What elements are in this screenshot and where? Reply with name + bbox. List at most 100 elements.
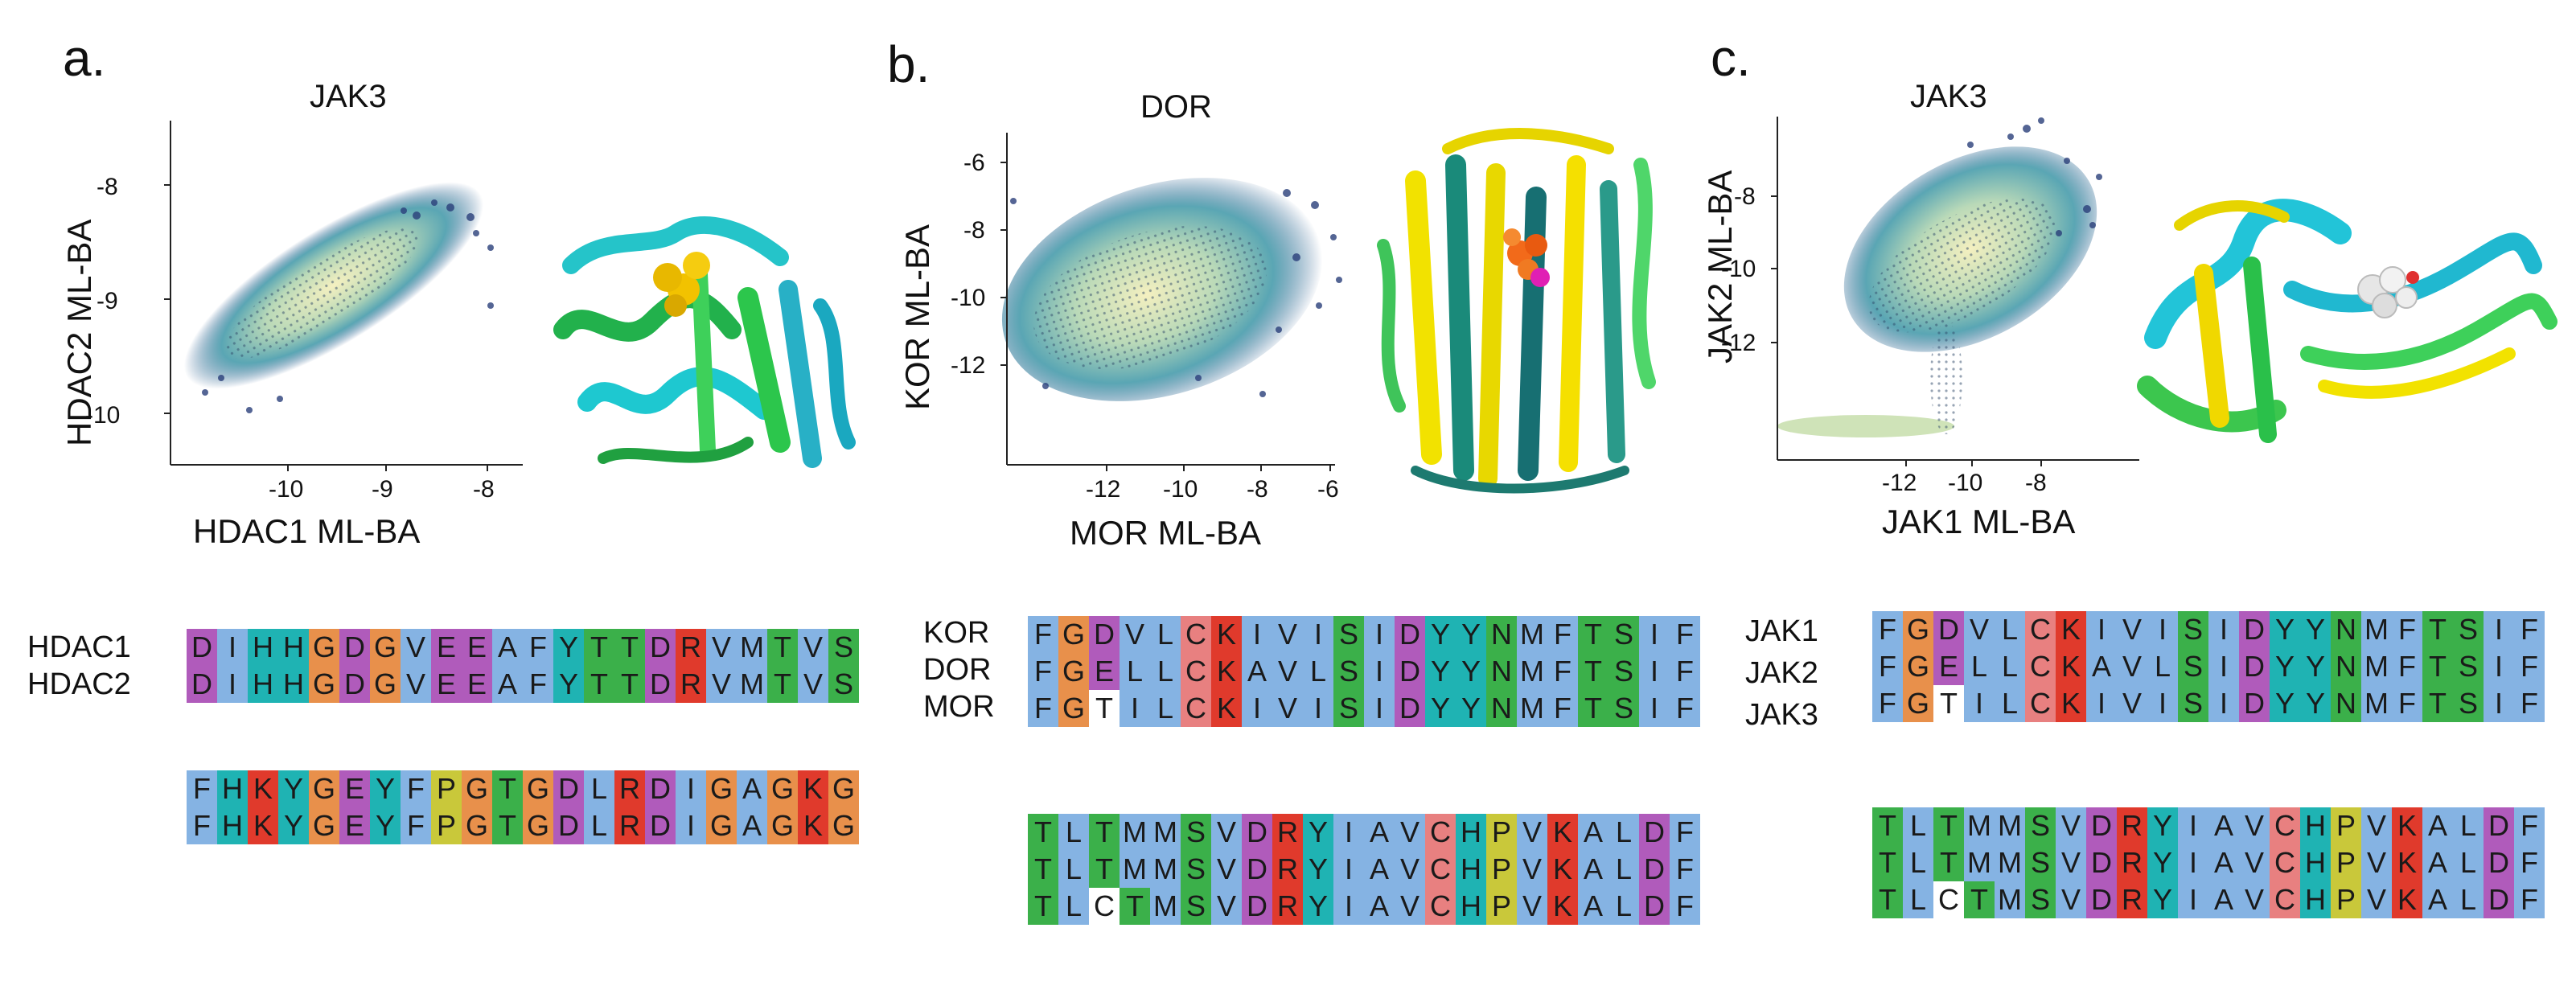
residue-cell: L: [1608, 851, 1639, 888]
residue-cell: F: [1872, 611, 1903, 648]
residue-cell: V: [401, 666, 431, 703]
residue-cell: A: [2208, 881, 2239, 918]
residue-cell: M: [2361, 648, 2392, 685]
residue-cell: K: [1211, 690, 1242, 727]
residue-cell: S: [1181, 814, 1211, 851]
residue-cell: I: [2208, 648, 2239, 685]
residue-cell: H: [2300, 844, 2331, 881]
residue-cell: V: [1211, 888, 1242, 925]
residue-cell: T: [584, 629, 614, 666]
residue-cell: A: [737, 807, 767, 844]
residue-cell: S: [2025, 881, 2056, 918]
residue-cell: T: [1578, 616, 1608, 653]
residue-cell: D: [2086, 807, 2117, 844]
residue-cell: D: [1639, 888, 1670, 925]
residue-cell: K: [248, 770, 278, 807]
residue-cell: V: [706, 629, 737, 666]
ligand-spheres: [1503, 228, 1550, 287]
residue-cell: A: [1364, 888, 1395, 925]
residue-cell: G: [1903, 648, 1933, 685]
residue-cell: V: [1964, 611, 1995, 648]
residue-cell: F: [1670, 851, 1700, 888]
residue-cell: T: [1028, 851, 1058, 888]
residue-cell: T: [1028, 814, 1058, 851]
residue-cell: A: [2422, 844, 2453, 881]
residue-cell: S: [1333, 690, 1364, 727]
residue-cell: I: [2086, 611, 2117, 648]
residue-cell: M: [737, 629, 767, 666]
residue-cell: A: [2422, 881, 2453, 918]
residue-cell: F: [1670, 690, 1700, 727]
residue-cell: I: [1964, 685, 1995, 722]
residue-cell: V: [2056, 807, 2086, 844]
residue-cell: Y: [370, 807, 401, 844]
x-tick-label: -12: [1882, 470, 1917, 496]
residue-cell: F: [2514, 807, 2545, 844]
residue-cell: A: [1578, 888, 1608, 925]
residue-cell: G: [523, 807, 553, 844]
residue-cell: E: [431, 629, 462, 666]
residue-cell: T: [492, 770, 523, 807]
residue-cell: D: [553, 770, 584, 807]
residue-cell: Y: [2147, 844, 2178, 881]
residue-cell: L: [1058, 888, 1089, 925]
residue-cell: D: [2239, 648, 2270, 685]
residue-cell: I: [2086, 685, 2117, 722]
residue-cell: P: [1486, 851, 1517, 888]
score-streak: [1930, 322, 1962, 434]
residue-cell: T: [2422, 685, 2453, 722]
residue-cell: F: [1670, 616, 1700, 653]
residue-cell: I: [2178, 807, 2208, 844]
y-tick-label: -8: [963, 217, 985, 244]
score-density-dots: [224, 228, 419, 359]
residue-cell: F: [401, 807, 431, 844]
residue-cell: T: [1120, 888, 1150, 925]
residue-cell: V: [1395, 814, 1425, 851]
residue-cell: G: [828, 807, 859, 844]
residue-cell: S: [1608, 690, 1639, 727]
residue-cell: C: [1425, 851, 1456, 888]
residue-cell: F: [1670, 653, 1700, 690]
residue-cell: F: [2392, 685, 2422, 722]
residue-cell: V: [2056, 881, 2086, 918]
residue-cell: C: [2025, 611, 2056, 648]
x-tick-label: -8: [1247, 476, 1268, 503]
residue-cell: L: [1608, 814, 1639, 851]
plot-title-a: JAK3: [310, 79, 387, 114]
residue-cell: V: [1517, 888, 1547, 925]
residue-cell: L: [1995, 648, 2025, 685]
residue-cell: D: [339, 629, 370, 666]
residue-cell: R: [614, 770, 645, 807]
residue-cell: V: [2117, 648, 2147, 685]
residue-cell: T: [767, 666, 798, 703]
residue-cell: Y: [2270, 685, 2300, 722]
residue-cell: K: [1547, 814, 1578, 851]
residue-cell: P: [1486, 888, 1517, 925]
residue-cell: C: [2270, 807, 2300, 844]
residue-cell: G: [523, 770, 553, 807]
x-tick-label: -6: [1317, 476, 1339, 503]
residue-cell: G: [309, 807, 339, 844]
protein-structure-b: [1377, 128, 1656, 494]
residue-cell: D: [645, 666, 676, 703]
residue-cell: F: [2514, 685, 2545, 722]
residue-cell: Y: [278, 770, 309, 807]
residue-cell: C: [1181, 653, 1211, 690]
residue-cell: I: [676, 770, 706, 807]
y-tick-label: -10: [951, 285, 986, 311]
residue-cell: R: [2117, 807, 2147, 844]
residue-cell: V: [1517, 814, 1547, 851]
residue-cell: A: [1578, 814, 1608, 851]
residue-cell: Y: [1456, 690, 1486, 727]
residue-cell: K: [2392, 844, 2422, 881]
residue-cell: Y: [370, 770, 401, 807]
score-streak: [1777, 415, 1954, 437]
residue-cell: V: [401, 629, 431, 666]
x-axis-label-a: HDAC1 ML-BA: [193, 512, 421, 550]
residue-cell: I: [1364, 690, 1395, 727]
residue-cell: G: [462, 807, 492, 844]
residue-cell: V: [2239, 881, 2270, 918]
residue-cell: T: [614, 629, 645, 666]
residue-cell: I: [2484, 611, 2514, 648]
